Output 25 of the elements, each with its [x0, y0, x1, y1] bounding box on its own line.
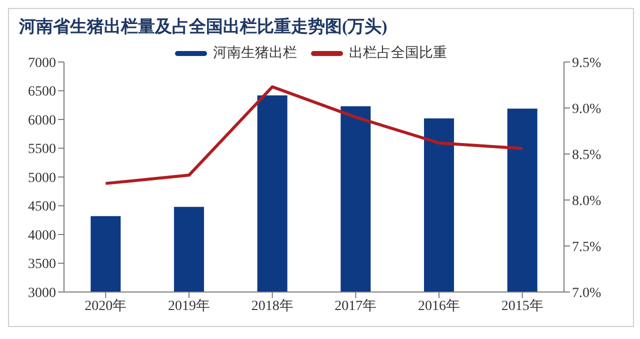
legend-label: 出栏占全国比重: [348, 46, 447, 61]
y2-tick-label: 8.5%: [572, 148, 602, 163]
line-series: [104, 85, 524, 185]
chart-title: 河南省生猪出栏量及占全国出栏比重走势图(万头): [18, 16, 388, 38]
y2-tick-label: 7.0%: [572, 286, 602, 301]
y2-tick-label: 8.0%: [572, 194, 602, 209]
y-tick-label: 4000: [28, 228, 56, 244]
y-tick-label: 7000: [28, 56, 56, 71]
y2-tick-label: 9.0%: [572, 102, 602, 117]
y2-tick-label: 7.5%: [572, 240, 602, 255]
x-tick-label: 2017年: [334, 298, 377, 314]
x-tick-label: 2019年: [168, 298, 210, 314]
legend-label: 河南生猪出栏: [212, 46, 297, 61]
y-tick-label: 5000: [28, 170, 56, 186]
y-tick-label: 3000: [28, 286, 56, 301]
y-tick-label: 5500: [28, 142, 56, 158]
x-tick-label: 2020年: [84, 298, 127, 314]
y-tick-label: 3500: [28, 257, 56, 272]
x-tick-label: 2016年: [418, 298, 460, 314]
x-tick-label: 2018年: [251, 298, 294, 314]
y-tick-label: 6500: [28, 84, 56, 100]
y-tick-label: 6000: [28, 113, 56, 128]
x-tick-label: 2015年: [501, 298, 544, 314]
y-tick-label: 4500: [28, 200, 56, 215]
y2-tick-label: 9.5%: [572, 56, 602, 71]
